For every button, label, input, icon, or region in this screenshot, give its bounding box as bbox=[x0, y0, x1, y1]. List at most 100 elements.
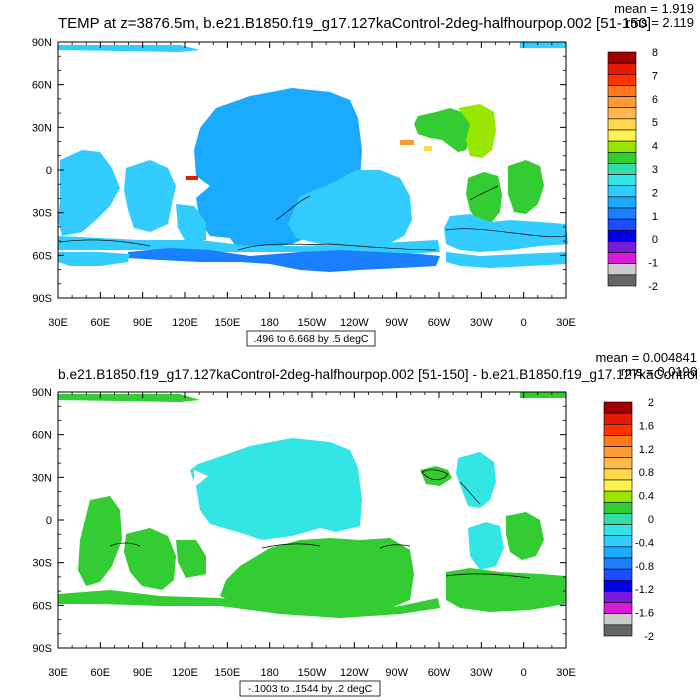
colorbar-label: -1.2 bbox=[635, 584, 654, 596]
x-tick-label: 0 bbox=[521, 317, 527, 329]
y-tick-label: 90N bbox=[32, 37, 52, 49]
y-tick-label: 60S bbox=[32, 600, 52, 612]
colorbar-swatch bbox=[607, 241, 637, 253]
x-tick-label: 30W bbox=[470, 667, 493, 679]
panel-1-southern-deep-band bbox=[128, 248, 440, 272]
panel-1-contour-2 bbox=[275, 195, 311, 221]
y-tick-label: 30S bbox=[32, 208, 52, 220]
colorbar-swatch bbox=[607, 107, 637, 120]
colorbar-swatch bbox=[603, 446, 633, 459]
colorbar-label: -0.4 bbox=[635, 537, 654, 549]
colorbar-swatch bbox=[603, 423, 633, 436]
panel-2-atlantic-green bbox=[506, 512, 544, 560]
colorbar-swatch bbox=[607, 118, 637, 131]
x-tick-label: 30E bbox=[48, 317, 68, 329]
colorbar-swatch bbox=[607, 185, 637, 198]
panel-1-contour-5 bbox=[469, 185, 499, 201]
colorbar-swatch bbox=[603, 490, 633, 503]
panel-2-atlantic-tropics bbox=[468, 522, 504, 570]
y-tick-label: 90N bbox=[32, 387, 52, 399]
x-tick-label: 150W bbox=[298, 667, 327, 679]
panel-2-rms: rms = 0.0196 bbox=[621, 364, 697, 379]
colorbar-swatch bbox=[603, 457, 633, 470]
x-tick-label: 30W bbox=[470, 317, 493, 329]
panel-1-southern-lower-band bbox=[58, 252, 130, 266]
panel-1-atlantic-south bbox=[508, 160, 544, 214]
colorbar-label: -2 bbox=[648, 281, 658, 293]
x-tick-label: 180 bbox=[260, 317, 278, 329]
y-tick-label: 60S bbox=[32, 250, 52, 262]
colorbar-swatch bbox=[607, 229, 637, 242]
panel-1-atlantic-cyan bbox=[444, 214, 568, 252]
colorbar-label: 3 bbox=[652, 164, 658, 176]
panel-2-north-atlantic bbox=[420, 466, 452, 486]
colorbar-label: 8 bbox=[652, 47, 658, 59]
panel-1-indian-region bbox=[58, 150, 120, 236]
panel-2-indian-region-2 bbox=[124, 528, 176, 590]
colorbar-swatch bbox=[607, 207, 637, 220]
panel-1: TEMP at z=3876.5m, b.e21.B1850.f19_g17.1… bbox=[32, 1, 694, 347]
panel-2-arctic-strip-2 bbox=[520, 392, 566, 398]
x-tick-label: 60E bbox=[91, 667, 111, 679]
panel-2-contour-1 bbox=[261, 543, 321, 549]
y-tick-label: 30N bbox=[32, 122, 52, 134]
colorbar-swatch bbox=[607, 73, 637, 86]
colorbar-label: 0 bbox=[652, 234, 658, 246]
x-tick-label: 60W bbox=[428, 317, 451, 329]
x-tick-label: 120E bbox=[172, 317, 198, 329]
panel-2-colorbar: 2 1.6 1.2 0.8 0.4 0 -0.4 -0.8 -1.2 -1.6 -2 bbox=[603, 397, 654, 643]
colorbar-swatch bbox=[607, 274, 637, 287]
colorbar-swatch bbox=[603, 535, 633, 548]
colorbar-label: 2 bbox=[652, 187, 658, 199]
colorbar-swatch bbox=[607, 263, 637, 276]
colorbar-label: 4 bbox=[652, 141, 658, 153]
panel-2-atlantic-south bbox=[446, 568, 566, 612]
colorbar-swatch bbox=[603, 468, 633, 481]
panel-1-indian-region-2 bbox=[124, 160, 176, 232]
colorbar-swatch bbox=[603, 524, 633, 537]
colorbar-swatch bbox=[603, 412, 633, 425]
panel-2-contour-info-box bbox=[239, 680, 381, 697]
panel-2-title: b.e21.B1850.f19_g17.127kaControl-2deg-ha… bbox=[58, 366, 698, 382]
panel-1-atlantic-cyan-south bbox=[446, 252, 566, 268]
panel-2-indian-region-3 bbox=[176, 540, 206, 578]
panel-1-warm-spot-2 bbox=[400, 140, 414, 145]
panel-1-warm-spot-1 bbox=[186, 176, 198, 180]
colorbar-swatch bbox=[603, 546, 633, 559]
x-tick-label: 90E bbox=[133, 317, 153, 329]
panel-1-y-axis: 90N 60N 30N 0 30S 60S 90S bbox=[32, 37, 566, 305]
colorbar-swatch bbox=[603, 591, 633, 603]
colorbar-label: 7 bbox=[652, 70, 658, 82]
x-tick-label: 150E bbox=[214, 667, 240, 679]
colorbar-swatch bbox=[607, 174, 637, 187]
colorbar-swatch bbox=[607, 252, 637, 265]
panel-2-contour-5 bbox=[445, 573, 531, 579]
panel-2-arctic-strip bbox=[58, 394, 200, 402]
colorbar-label: 0.8 bbox=[639, 467, 654, 479]
x-tick-label: 0 bbox=[521, 667, 527, 679]
x-tick-label: 90W bbox=[385, 667, 408, 679]
y-tick-label: 90S bbox=[32, 293, 52, 305]
colorbar-swatch bbox=[603, 613, 633, 626]
colorbar-swatch bbox=[603, 479, 633, 492]
panel-1-atlantic-north bbox=[414, 108, 470, 152]
colorbar-swatch bbox=[603, 435, 633, 447]
x-tick-label: 90E bbox=[133, 667, 153, 679]
panel-1-east-pacific-region bbox=[288, 170, 412, 246]
x-tick-label: 60E bbox=[91, 317, 111, 329]
x-tick-label: 30E bbox=[48, 667, 68, 679]
panel-1-arctic-strip-2 bbox=[520, 42, 566, 48]
colorbar-label: 6 bbox=[652, 94, 658, 106]
panel-2-ocean-field bbox=[58, 392, 566, 618]
y-tick-label: 0 bbox=[46, 165, 52, 177]
panel-1-title: TEMP at z=3876.5m, b.e21.B1850.f19_g17.1… bbox=[58, 15, 651, 32]
x-tick-label: 120W bbox=[340, 317, 369, 329]
y-tick-label: 60N bbox=[32, 80, 52, 92]
colorbar-label: -1 bbox=[648, 258, 658, 270]
colorbar-swatch bbox=[603, 624, 633, 637]
panel-2-contour-4 bbox=[459, 481, 481, 505]
x-tick-label: 120W bbox=[340, 667, 369, 679]
colorbar-swatch bbox=[607, 62, 637, 75]
panel-1-contour-4 bbox=[59, 239, 151, 247]
